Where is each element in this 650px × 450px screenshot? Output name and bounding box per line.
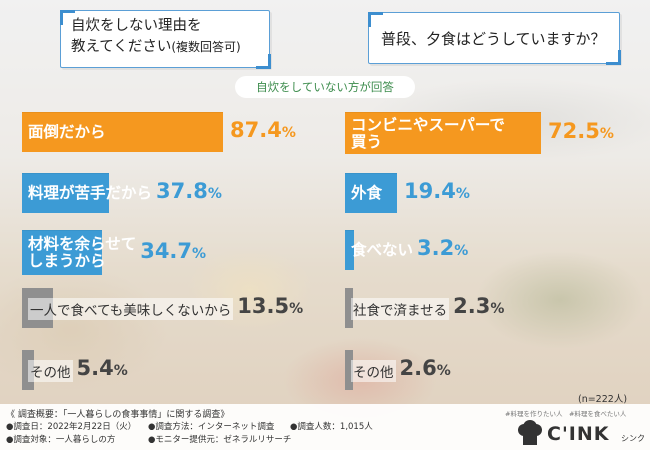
- value-number: 19.4: [404, 179, 456, 203]
- survey-method: ●調査方法：インターネット調査: [148, 422, 275, 432]
- bar-2: 外食: [345, 173, 397, 213]
- brand-logo: #料理を作りたい人 #料理を食べたい人 C'INK シンク: [505, 408, 645, 448]
- bar-label: 材料を余らせて しまうから: [28, 231, 136, 275]
- bar-label: その他: [351, 360, 396, 382]
- question-right-text: 普段、夕食はどうしていますか？: [381, 29, 606, 48]
- value-label: 13.5%: [237, 294, 303, 318]
- bar-2: 料理が苦手だから: [22, 173, 152, 213]
- value-label: 2.3%: [453, 294, 504, 318]
- value-label: 34.7%: [140, 239, 206, 263]
- bar-label-line: 材料を余らせて: [28, 235, 137, 253]
- bar-label-line: 面倒だから: [28, 123, 106, 141]
- question-right-box: 普段、夕食はどうしていますか？: [367, 11, 621, 65]
- sample-size: (n=222人): [578, 394, 628, 405]
- question-left-line2: 教えてください: [71, 39, 172, 55]
- value-number: 87.4: [230, 118, 282, 142]
- survey-footer: 《 調査概要：「一人暮らしの食事事情」に関する調査》 ●調査日：2022年2月2…: [0, 404, 650, 450]
- value-unit: %: [490, 301, 505, 317]
- bar-label-line: 外食: [351, 184, 383, 202]
- value-number: 34.7: [140, 238, 193, 263]
- value-unit: %: [289, 301, 304, 317]
- value-label: 87.4%: [230, 118, 296, 142]
- bar-label: 食べない: [351, 231, 413, 270]
- logo-sub: シンク: [621, 434, 645, 443]
- value-number: 37.8: [156, 179, 208, 203]
- bar-label-line: しまうから: [28, 252, 106, 270]
- value-unit: %: [192, 245, 207, 262]
- value-label: 2.6%: [400, 356, 451, 380]
- bar-label-line: コンビニやスーパーで: [351, 115, 505, 134]
- value-number: 3.2: [417, 236, 455, 260]
- value-label: 5.4%: [77, 356, 128, 380]
- value-unit: %: [113, 363, 128, 379]
- value-label: 3.2%: [417, 236, 468, 260]
- survey-count: ●調査人数：1,015人: [290, 422, 373, 432]
- chef-hat-icon: [518, 420, 542, 445]
- bar-3: 材料を余らせて しまうから: [22, 230, 136, 275]
- value-number: 72.5: [548, 119, 600, 143]
- survey-date: ●調査日：2022年2月22日（火）: [6, 422, 137, 432]
- bar-label-line: 食べない: [351, 241, 414, 259]
- bar-label-line: 買う: [351, 132, 383, 151]
- bar-1: コンビニやスーパーで 買う: [345, 112, 541, 154]
- bar-label: コンビニやスーパーで 買う: [351, 113, 505, 154]
- logo-tagline: #料理を作りたい人 #料理を食べたい人: [505, 410, 627, 418]
- respondent-note: 自炊をしていない方が回答: [235, 76, 415, 98]
- question-left-line1: 自炊をしない理由を: [71, 18, 202, 34]
- value-number: 5.4: [76, 356, 114, 380]
- value-unit: %: [455, 186, 470, 202]
- bar-3: 食べない: [345, 230, 413, 270]
- bar-5: [345, 350, 353, 390]
- value-unit: %: [281, 125, 296, 141]
- value-number: 2.6: [399, 356, 437, 380]
- value-label: 19.4%: [404, 179, 470, 203]
- value-number: 13.5: [237, 294, 290, 318]
- bar-1: 面倒だから: [22, 112, 223, 152]
- bar-label: 一人で食べても美味しくないから: [28, 298, 234, 320]
- bar-label: その他: [28, 360, 73, 382]
- survey-monitor: ●モニター提供元：ゼネラルリサーチ: [148, 435, 292, 445]
- bar-label: 料理が苦手だから: [28, 174, 152, 213]
- bar-label-line: 料理が苦手だから: [28, 184, 153, 202]
- value-unit: %: [436, 363, 451, 379]
- survey-title: 《 調査概要：「一人暮らしの食事事情」に関する調査》: [6, 410, 230, 420]
- question-left-box: 自炊をしない理由を 教えてください(複数回答可): [59, 9, 271, 69]
- value-label: 37.8%: [156, 179, 222, 203]
- bar-label: 外食: [351, 174, 382, 213]
- value-label: 72.5%: [548, 119, 614, 143]
- question-left-note: (複数回答可): [171, 40, 241, 54]
- value-unit: %: [207, 186, 222, 202]
- bar-label: 社食で済ませる: [351, 298, 450, 320]
- value-number: 2.3: [453, 294, 491, 318]
- survey-target: ●調査対象：一人暮らしの方: [6, 435, 116, 445]
- logo-brand: C'INK: [547, 423, 610, 445]
- value-unit: %: [454, 243, 469, 259]
- bar-label: 面倒だから: [28, 113, 106, 152]
- value-unit: %: [599, 126, 614, 142]
- bar-4: [345, 288, 353, 328]
